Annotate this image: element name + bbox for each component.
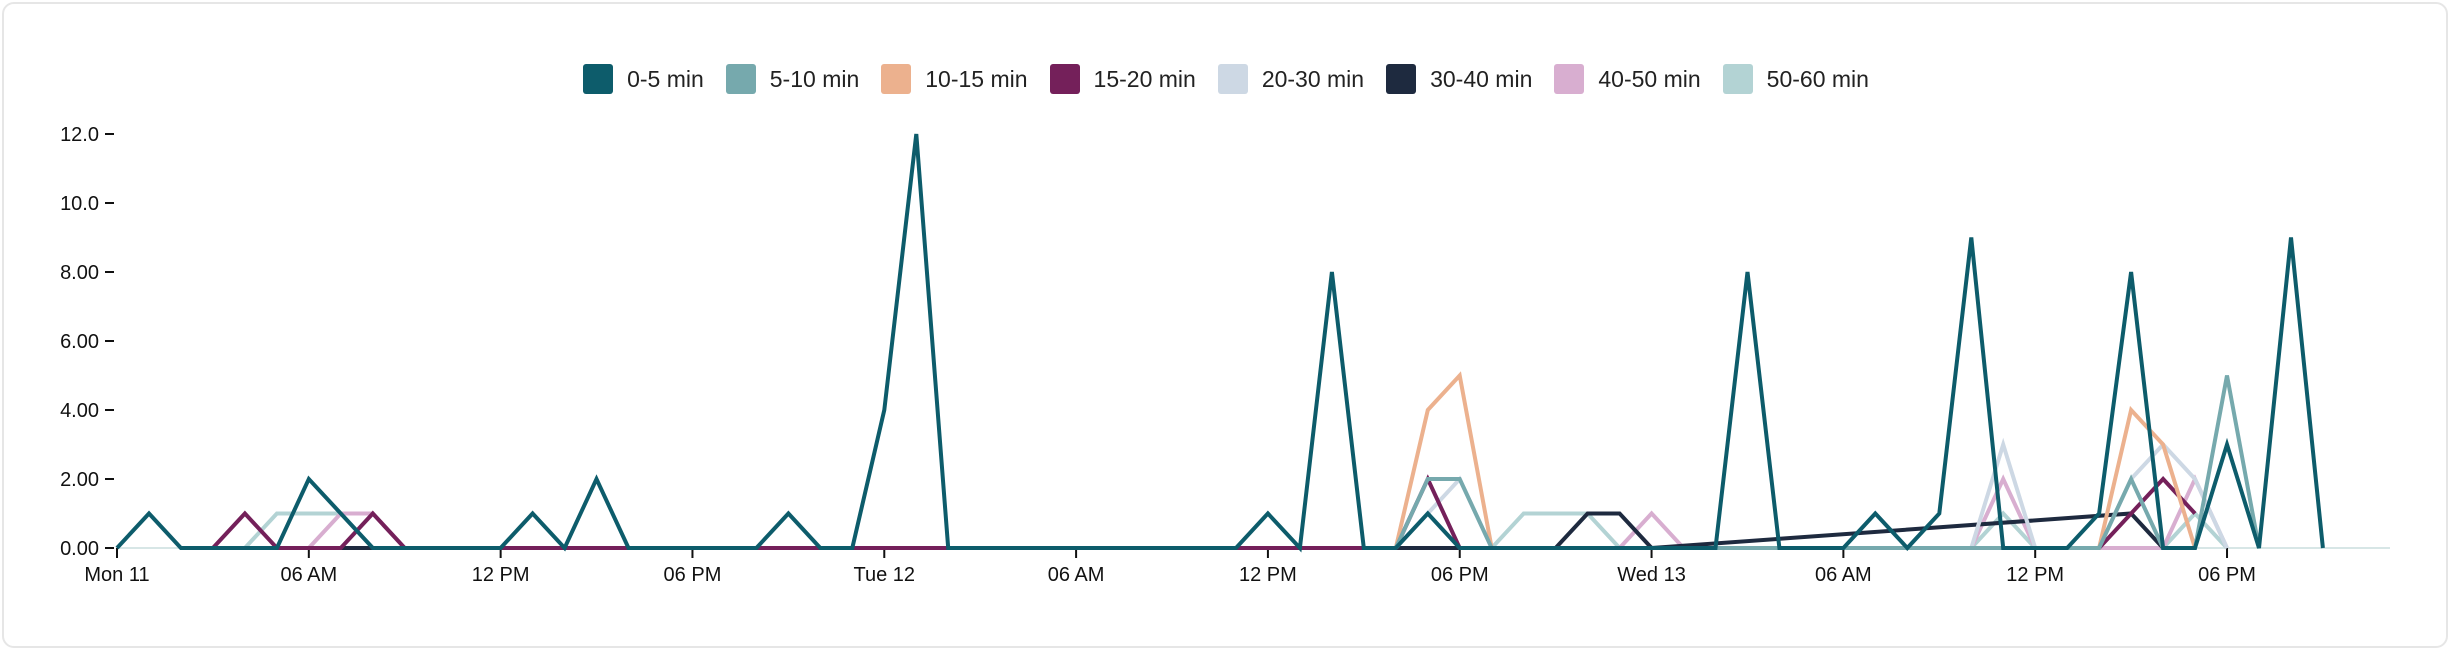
y-tick-label: 2.00 — [60, 469, 99, 491]
x-tick-label: 06 AM — [1815, 564, 1872, 586]
legend-label: 0-5 min — [627, 65, 704, 92]
chart-legend: 0-5 min 5-10 min 10-15 min 15-20 min 20-30 m… — [0, 64, 2452, 94]
legend-item[interactable]: 10-15 min — [881, 64, 1028, 94]
y-tick-label: 8.00 — [60, 262, 99, 284]
x-tick-label: 06 PM — [2198, 564, 2256, 586]
series-line — [211, 474, 2197, 550]
y-tick-label: 10.0 — [60, 193, 99, 215]
legend-swatch — [881, 64, 912, 94]
x-tick-label: Mon 11 — [84, 564, 149, 586]
legend-label: 30-40 min — [1430, 65, 1533, 92]
legend-label: 20-30 min — [1261, 65, 1365, 92]
x-tick-label: 12 PM — [472, 564, 530, 586]
y-tick-label: 6.00 — [60, 331, 99, 353]
y-tick-label: 0.00 — [60, 538, 99, 560]
legend-swatch — [1217, 64, 1248, 94]
series-line — [1394, 437, 2229, 550]
legend-swatch — [583, 64, 614, 94]
legend-swatch — [1049, 64, 1080, 94]
legend-item[interactable]: 30-40 min — [1386, 64, 1532, 94]
legend-item[interactable]: 20-30 min — [1217, 64, 1365, 94]
x-tick-label: 06 PM — [1431, 564, 1489, 586]
x-tick-label: 06 AM — [280, 564, 337, 586]
legend-swatch — [1722, 64, 1753, 94]
legend-item[interactable]: 15-20 min — [1049, 64, 1196, 94]
y-tick-label: 12.0 — [60, 124, 99, 146]
x-tick-label: 12 PM — [2006, 564, 2064, 586]
legend-label: 5-10 min — [769, 65, 860, 92]
legend-item[interactable]: 5-10 min — [725, 64, 860, 94]
series-line — [115, 133, 2325, 553]
legend-swatch — [1554, 64, 1585, 94]
legend-label: 10-15 min — [925, 65, 1028, 92]
legend-swatch — [725, 64, 756, 94]
legend-item[interactable]: 40-50 min — [1554, 64, 1701, 94]
legend-label: 40-50 min — [1598, 65, 1701, 92]
series-line — [1393, 375, 2261, 550]
legend-item[interactable]: 0-5 min — [583, 64, 704, 94]
x-tick-label: 06 PM — [664, 564, 722, 586]
y-tick-label: 4.00 — [60, 400, 99, 422]
x-tick-label: Wed 13 — [1617, 564, 1686, 586]
x-tick-label: 12 PM — [1239, 564, 1297, 586]
legend-swatch — [1386, 64, 1417, 94]
x-tick-label: 06 AM — [1048, 564, 1105, 586]
legend-label: 15-20 min — [1093, 65, 1196, 92]
x-tick-label: Tue 12 — [854, 564, 916, 586]
legend-label: 50-60 min — [1766, 65, 1869, 92]
legend-item[interactable]: 50-60 min — [1722, 64, 1869, 94]
